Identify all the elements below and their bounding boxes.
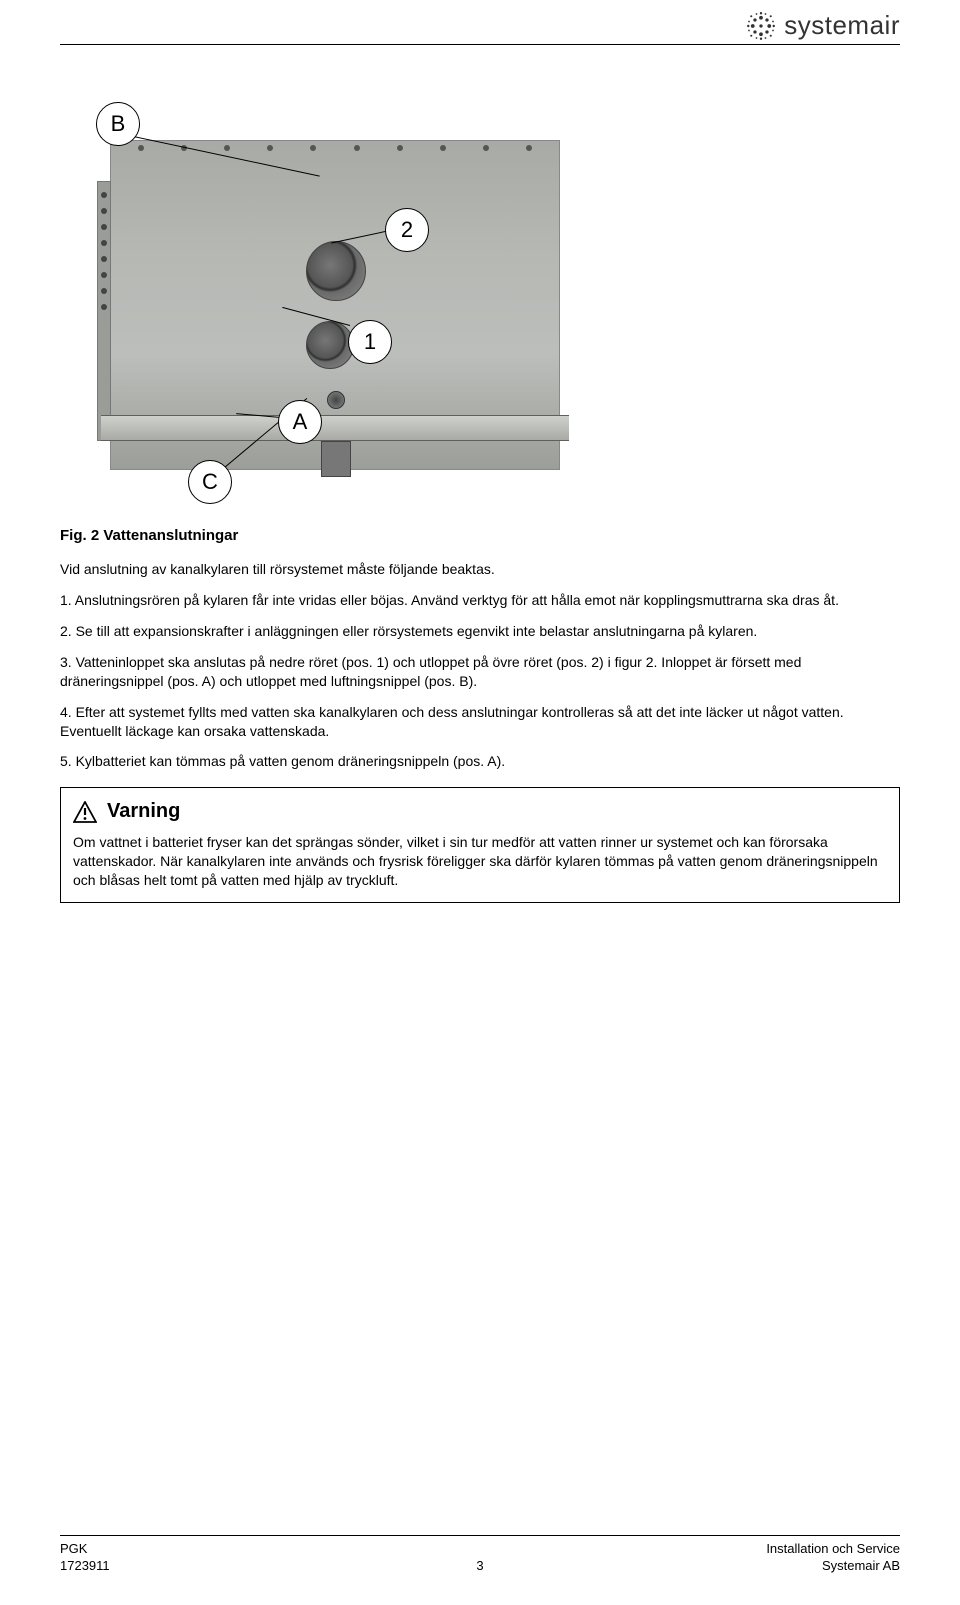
footer-right-bottom: Systemair AB	[822, 1557, 900, 1575]
photo-port-upper	[306, 241, 366, 301]
footer-left-bottom: 1723911	[60, 1557, 110, 1575]
photo-flange	[97, 181, 111, 441]
brand-name: systemair	[784, 8, 900, 43]
warning-box: Varning Om vattnet i batteriet fryser ka…	[60, 787, 900, 903]
page-footer: PGK Installation och Service 1723911 3 S…	[60, 1535, 900, 1575]
list-item-5: 5. Kylbatteriet kan tömmas på vatten gen…	[60, 752, 900, 771]
photo-port-lower	[306, 321, 354, 369]
list-item-3: 3. Vatteninloppet ska anslutas på nedre …	[60, 653, 900, 691]
warning-icon	[73, 801, 97, 823]
photo-drain-stub	[321, 441, 351, 477]
warning-body: Om vattnet i batteriet fryser kan det sp…	[73, 833, 887, 890]
warning-title: Varning	[107, 798, 180, 825]
callout-1: 1	[348, 320, 392, 364]
figure-caption: Fig. 2 Vattenanslutningar	[60, 526, 900, 546]
footer-rule	[60, 1535, 900, 1536]
figure-2: B 2 1 A C	[60, 90, 590, 520]
photo-drip-tray	[101, 415, 569, 441]
systemair-logo-icon	[746, 11, 776, 41]
footer-page-number: 3	[476, 1557, 483, 1575]
page-header: systemair	[746, 8, 900, 43]
callout-2: 2	[385, 208, 429, 252]
list-item-2: 2. Se till att expansionskrafter i anläg…	[60, 622, 900, 641]
list-item-1: 1. Anslutningsrören på kylaren får inte …	[60, 591, 900, 610]
product-photo	[110, 140, 560, 470]
callout-C: C	[188, 460, 232, 504]
callout-A: A	[278, 400, 322, 444]
callout-B: B	[96, 102, 140, 146]
list-item-4: 4. Efter att systemet fyllts med vatten …	[60, 703, 900, 741]
warning-heading: Varning	[73, 798, 887, 825]
footer-left-top: PGK	[60, 1540, 87, 1558]
photo-nipple	[327, 391, 345, 409]
footer-right-top: Installation och Service	[766, 1540, 900, 1558]
intro-text: Vid anslutning av kanalkylaren till rörs…	[60, 560, 900, 579]
header-rule	[60, 44, 900, 45]
